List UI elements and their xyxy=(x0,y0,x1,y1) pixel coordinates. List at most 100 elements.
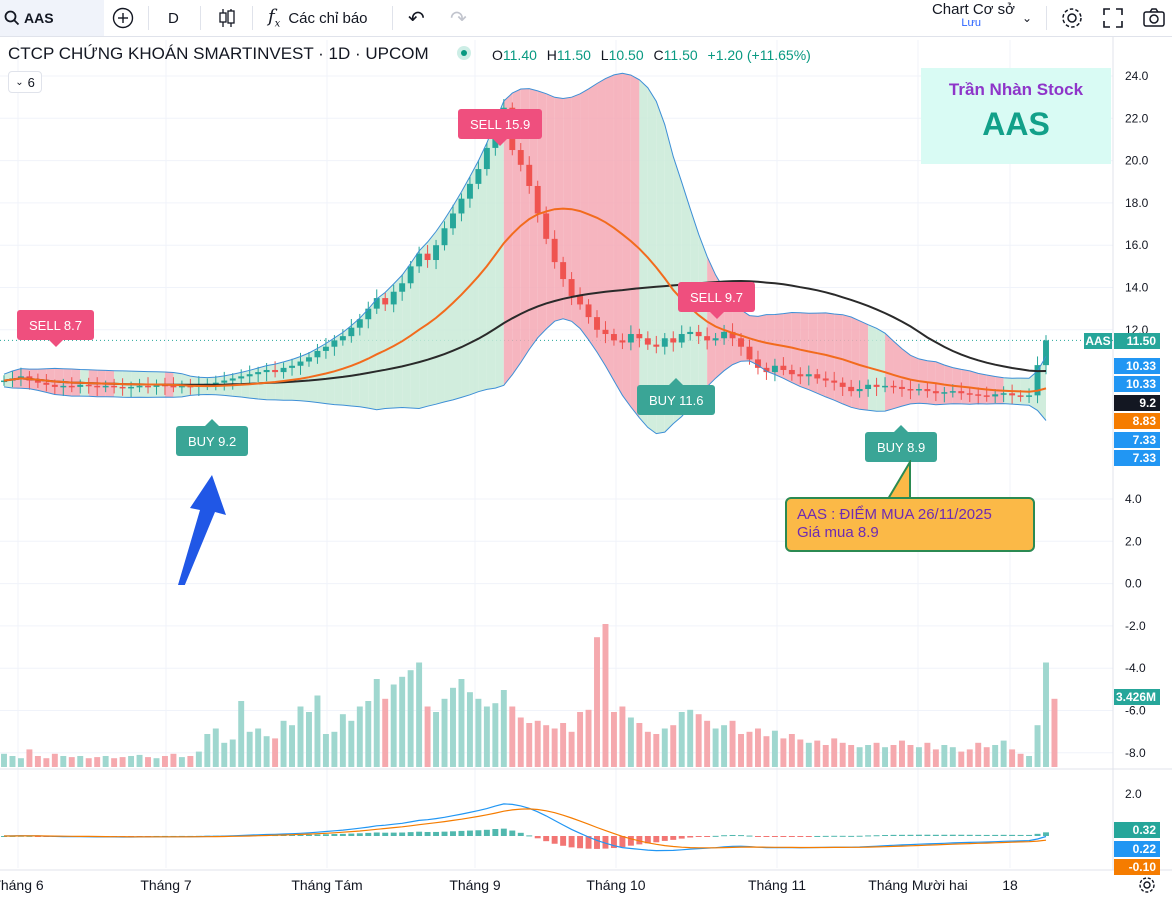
redo-button[interactable]: ↷ xyxy=(450,0,467,36)
macd-histogram-bar xyxy=(924,834,931,836)
macd-histogram-bar xyxy=(466,830,473,836)
macd-histogram-bar xyxy=(390,832,397,836)
indicators-button[interactable]: fx Các chỉ báo xyxy=(268,0,368,36)
volume-bar xyxy=(805,742,812,767)
volume-bar xyxy=(712,728,719,767)
undo-button[interactable]: ↶ xyxy=(408,0,425,36)
band-segment xyxy=(580,88,589,340)
candle xyxy=(136,385,143,388)
time-tick-label: Tháng 7 xyxy=(140,877,192,893)
candle xyxy=(915,389,922,391)
macd-histogram-bar xyxy=(416,831,423,836)
time-tick-label: Tháng 11 xyxy=(748,877,806,893)
candle xyxy=(729,331,736,339)
chart-type-button[interactable] xyxy=(217,0,237,36)
volume-bar xyxy=(492,703,499,767)
candle xyxy=(128,386,135,389)
candle xyxy=(712,338,719,341)
macd-histogram-bar xyxy=(534,836,541,839)
volume-bar xyxy=(1043,662,1049,767)
candle xyxy=(382,298,389,305)
band-segment xyxy=(613,73,623,396)
axis-settings-button[interactable] xyxy=(1138,876,1156,899)
macd-histogram-bar xyxy=(907,834,914,836)
layout-dropdown[interactable]: ⌄ xyxy=(1022,0,1032,36)
macd-histogram-bar xyxy=(653,836,660,843)
symbol-search[interactable]: AAS xyxy=(0,0,104,36)
fullscreen-icon xyxy=(1103,8,1123,28)
macd-histogram-bar xyxy=(526,835,533,837)
compare-symbol-button[interactable] xyxy=(112,0,134,36)
volume-bar xyxy=(822,745,829,767)
macd-histogram-bar xyxy=(670,836,677,840)
candle xyxy=(543,213,550,239)
indicator-collapse-button[interactable]: ⌄ 6 xyxy=(8,71,42,93)
candle xyxy=(348,327,355,337)
band-segment xyxy=(402,263,411,408)
volume-bar xyxy=(212,728,219,767)
candles-icon xyxy=(219,9,235,27)
volume-bar xyxy=(187,756,194,767)
settings-button[interactable] xyxy=(1060,0,1084,36)
candle xyxy=(229,378,236,381)
macd-histogram-bar xyxy=(1034,833,1041,836)
candle xyxy=(746,346,753,360)
interval-button[interactable]: D xyxy=(168,0,179,36)
volume-bar xyxy=(339,714,346,767)
volume-bar xyxy=(653,734,660,767)
interval-label: D xyxy=(168,9,179,27)
band-segment xyxy=(622,73,631,408)
band-segment xyxy=(461,176,470,398)
volume-bar xyxy=(475,698,482,767)
macd-histogram-bar xyxy=(966,834,973,836)
fullscreen-button[interactable] xyxy=(1102,0,1124,36)
volume-bar xyxy=(153,758,160,767)
volume-bar xyxy=(526,723,533,767)
candle xyxy=(238,376,245,379)
price-tick-label: 4.0 xyxy=(1125,492,1142,506)
layout-menu-button[interactable]: Chart Cơ sở Lưu xyxy=(920,0,1015,36)
volume-bar xyxy=(678,712,685,767)
camera-icon xyxy=(1143,8,1165,27)
macd-histogram-bar xyxy=(678,836,685,839)
band-segment xyxy=(436,219,445,405)
candle xyxy=(212,382,219,385)
candle xyxy=(636,334,643,339)
band-segment xyxy=(342,325,352,406)
volume-bar xyxy=(77,756,84,767)
time-tick-label: Tháng 10 xyxy=(586,877,645,893)
macd-histogram-bar xyxy=(975,834,982,836)
band-segment xyxy=(325,337,335,405)
volume-bar xyxy=(229,739,236,767)
volume-bar xyxy=(407,670,414,767)
volume-bar xyxy=(178,757,185,767)
search-icon xyxy=(4,10,20,26)
axis-value-label: 9.2 xyxy=(1114,395,1160,411)
candle xyxy=(475,169,482,184)
candle xyxy=(246,374,253,377)
macd-histogram-bar xyxy=(805,836,812,837)
candle xyxy=(695,331,702,337)
candle xyxy=(458,198,465,214)
volume-bar xyxy=(60,756,67,767)
price-tick-label: -2.0 xyxy=(1125,619,1146,633)
snapshot-button[interactable] xyxy=(1142,0,1166,36)
volume-bar xyxy=(43,758,50,767)
candle xyxy=(433,245,440,261)
candle xyxy=(678,334,685,343)
macd-histogram-bar xyxy=(873,835,880,837)
candle xyxy=(704,336,711,341)
volume-bar xyxy=(94,757,101,767)
band-upper-line xyxy=(3,72,1047,379)
volume-bar xyxy=(585,709,592,767)
macd-histogram-bar xyxy=(399,832,406,836)
macd-histogram-bar xyxy=(958,834,965,836)
macd-histogram-bar xyxy=(755,836,761,837)
volume-bar xyxy=(68,757,75,767)
band-segment xyxy=(656,101,665,434)
macd-histogram-bar xyxy=(780,836,787,837)
volume-bar xyxy=(441,698,448,767)
chart-title: CTCP CHỨNG KHOÁN SMARTINVEST · 1D · UPCO… xyxy=(8,44,429,63)
band-segment xyxy=(529,88,538,350)
